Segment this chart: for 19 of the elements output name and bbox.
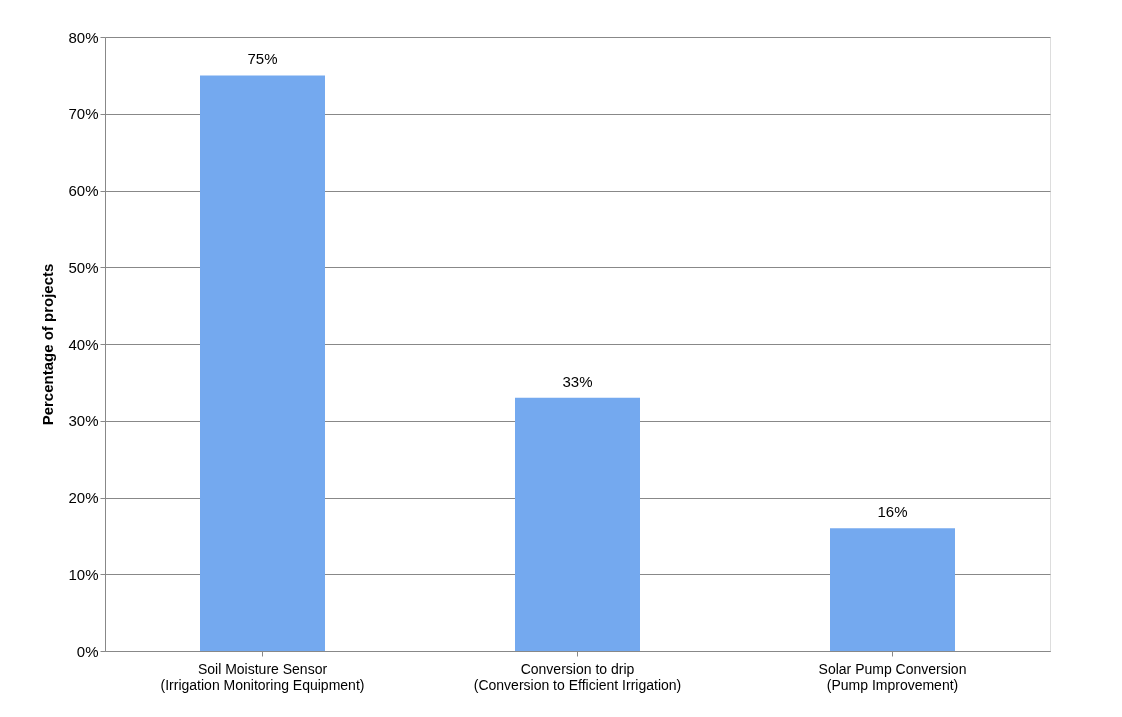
y-tick-label: 20% bbox=[68, 489, 99, 506]
bar bbox=[200, 75, 325, 651]
data-label: 75% bbox=[247, 50, 278, 68]
y-tick-label: 80% bbox=[68, 28, 99, 46]
y-tick-label: 70% bbox=[68, 105, 99, 123]
y-tick-label: 40% bbox=[68, 335, 99, 353]
y-tick-label: 0% bbox=[76, 642, 99, 660]
y-tick-label: 60% bbox=[68, 182, 99, 199]
x-tick-label: Solar Pump Conversion (Pump Improvement) bbox=[818, 660, 967, 693]
data-label: 16% bbox=[877, 503, 908, 521]
y-tick-label: 10% bbox=[68, 565, 99, 583]
data-label: 33% bbox=[562, 372, 593, 390]
bar bbox=[830, 528, 955, 651]
y-axis-title: Percentage of projects bbox=[39, 263, 57, 426]
bar bbox=[515, 397, 640, 651]
x-tick-label: Soil Moisture Sensor (Irrigation Monitoring Equipment) bbox=[160, 660, 365, 693]
y-tick-label: 50% bbox=[68, 258, 99, 276]
x-tick-label: Conversion to drip (Conversion to Efficient Irrigation) bbox=[473, 660, 682, 693]
y-tick-label: 30% bbox=[68, 412, 99, 430]
